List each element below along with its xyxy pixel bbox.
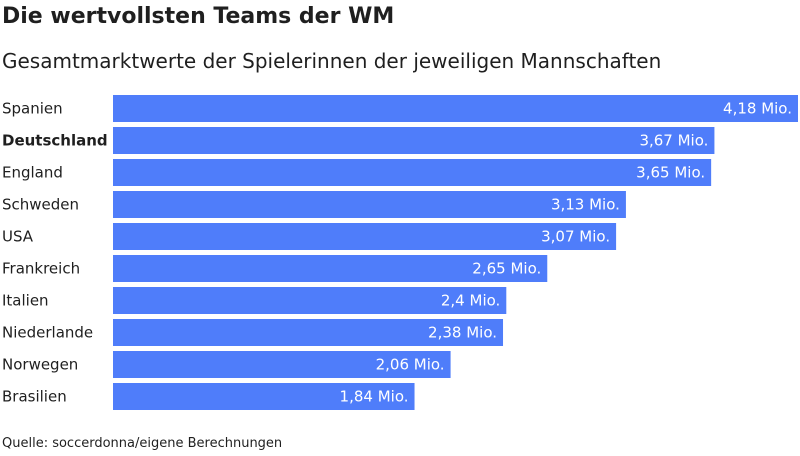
value-label-deutschland: 3,67 Mio. <box>639 132 708 150</box>
category-label-norwegen: Norwegen <box>2 356 78 374</box>
category-label-usa: USA <box>2 228 34 246</box>
value-label-brasilien: 1,84 Mio. <box>340 388 409 406</box>
category-label-england: England <box>2 164 63 182</box>
bar-england <box>113 159 712 186</box>
bar-usa <box>113 223 617 250</box>
category-label-brasilien: Brasilien <box>2 388 67 406</box>
category-label-spanien: Spanien <box>2 100 63 118</box>
bar-schweden <box>113 191 626 218</box>
value-label-frankreich: 2,65 Mio. <box>472 260 541 278</box>
bar-italien <box>113 287 507 314</box>
value-label-norwegen: 2,06 Mio. <box>376 356 445 374</box>
value-label-italien: 2,4 Mio. <box>441 292 500 310</box>
category-label-deutschland: Deutschland <box>2 132 108 150</box>
bar-spanien <box>113 95 798 122</box>
category-label-niederlande: Niederlande <box>2 324 93 342</box>
category-label-italien: Italien <box>2 292 49 310</box>
category-label-schweden: Schweden <box>2 196 79 214</box>
value-label-niederlande: 2,38 Mio. <box>428 324 497 342</box>
category-label-frankreich: Frankreich <box>2 260 80 278</box>
bar-niederlande <box>113 319 504 346</box>
value-label-usa: 3,07 Mio. <box>541 228 610 246</box>
source-note: Quelle: soccerdonna/eigene Berechnungen <box>2 436 283 451</box>
value-label-spanien: 4,18 Mio. <box>723 100 792 118</box>
chart-title: Die wertvollsten Teams der WM <box>2 4 395 29</box>
bar-deutschland <box>113 127 715 154</box>
bar-norwegen <box>113 351 451 378</box>
bar-frankreich <box>113 255 548 282</box>
chart-subtitle: Gesamtmarktwerte der Spielerinnen der je… <box>2 49 662 73</box>
value-label-schweden: 3,13 Mio. <box>551 196 620 214</box>
bar-brasilien <box>113 383 415 410</box>
bar-chart: Spanien 4,18 Mio. Deutschland 3,67 Mio. Engl… <box>2 95 798 410</box>
value-label-england: 3,65 Mio. <box>636 164 705 182</box>
